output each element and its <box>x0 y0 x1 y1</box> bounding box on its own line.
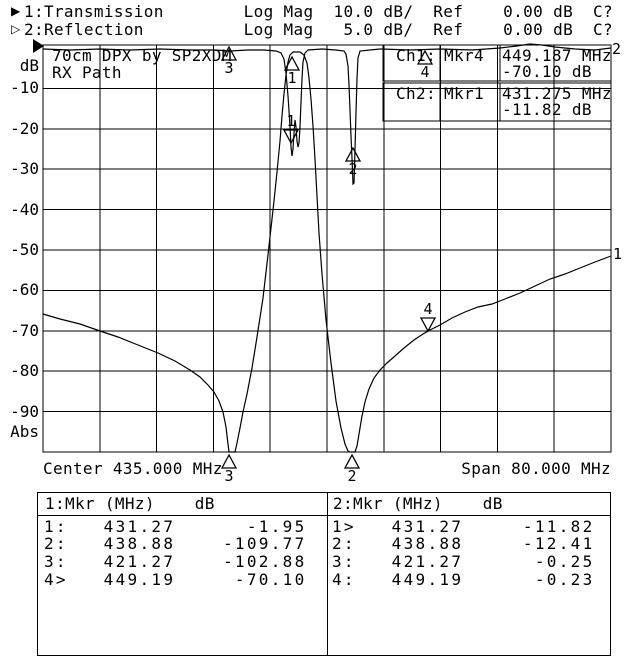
marker-2-triangle-icon <box>344 146 362 162</box>
channel-2-status-line: 2:Reflection Log Mag 5.0 dB/ Ref 0.00 dB… <box>24 20 613 39</box>
y-axis-tick: -30 <box>10 159 39 178</box>
y-axis-unit-label: dB <box>19 56 39 75</box>
channel-1-marker-icon: ▶ <box>11 4 21 18</box>
marker-1-number: 1 <box>286 112 295 130</box>
center-frequency-label: Center 435.000 MHz <box>43 459 223 478</box>
marker-2-number: 2 <box>348 160 357 178</box>
y-axis-tick: -60 <box>10 280 39 299</box>
table-row: 3: 421.27 -102.88 <box>44 552 307 571</box>
marker-1-number: 1 <box>287 69 296 87</box>
marker-4-number: 4 <box>423 300 432 318</box>
marker-2-triangle-icon <box>343 453 361 469</box>
y-axis-abs-label: Abs <box>10 422 39 441</box>
readout1-marker: Mkr4 <box>444 46 484 65</box>
trace-2-label: 2 <box>612 40 622 58</box>
readout1-value: -70.10 dB <box>502 62 592 81</box>
y-axis-tick: -90 <box>10 402 39 421</box>
table-row: 2: 438.88 -12.41 <box>332 534 595 553</box>
y-axis-tick: -20 <box>10 119 39 138</box>
graph-title-line1: 70cm DPX by SP2XDM <box>52 46 232 65</box>
marker-3-triangle-icon <box>220 453 238 469</box>
marker-table-header-rule <box>38 515 610 516</box>
marker-table-divider <box>327 493 328 655</box>
trace-1-label: 1 <box>613 245 623 263</box>
marker-table-left-header: 1:Mkr (MHz) dB <box>45 494 215 513</box>
readout2-marker: Mkr1 <box>444 84 484 103</box>
y-axis-tick: -50 <box>10 240 39 259</box>
y-axis-tick: -40 <box>10 200 39 219</box>
table-row: 2: 438.88 -109.77 <box>44 534 307 553</box>
y-axis-tick: -10 <box>10 78 39 97</box>
marker-table-right-header: 2:Mkr (MHz) dB <box>333 494 503 513</box>
channel-1-status-line: 1:Transmission Log Mag 10.0 dB/ Ref 0.00… <box>24 2 613 21</box>
reference-level-arrow-icon <box>33 39 44 53</box>
readout1-channel: Ch1: <box>396 46 436 65</box>
table-row: 4> 449.19 -70.10 <box>44 570 307 589</box>
marker-3-number: 3 <box>224 467 233 485</box>
channel-2-marker-icon: ▷ <box>11 22 21 36</box>
marker-table: 1:Mkr (MHz) dB 2:Mkr (MHz) dB 1: 431.27 … <box>37 492 611 656</box>
span-label: Span 80.000 MHz <box>461 459 611 478</box>
readout2-value: -11.82 dB <box>502 100 592 119</box>
graph-title-line2: RX Path <box>52 63 122 82</box>
marker-2-number: 2 <box>347 467 356 485</box>
table-row: 3: 421.27 -0.25 <box>332 552 595 571</box>
marker-4-triangle-icon <box>419 317 437 333</box>
readout2-channel: Ch2: <box>396 84 436 103</box>
marker-4-number: 4 <box>420 63 429 81</box>
marker-1-triangle-icon <box>282 129 300 145</box>
table-row: 4: 449.19 -0.23 <box>332 570 595 589</box>
y-axis-tick: -80 <box>10 361 39 380</box>
table-row: 1> 431.27 -11.82 <box>332 517 595 536</box>
table-row: 1: 431.27 -1.95 <box>44 517 307 536</box>
y-axis-tick: -70 <box>10 321 39 340</box>
marker-1-triangle-icon <box>283 55 301 71</box>
